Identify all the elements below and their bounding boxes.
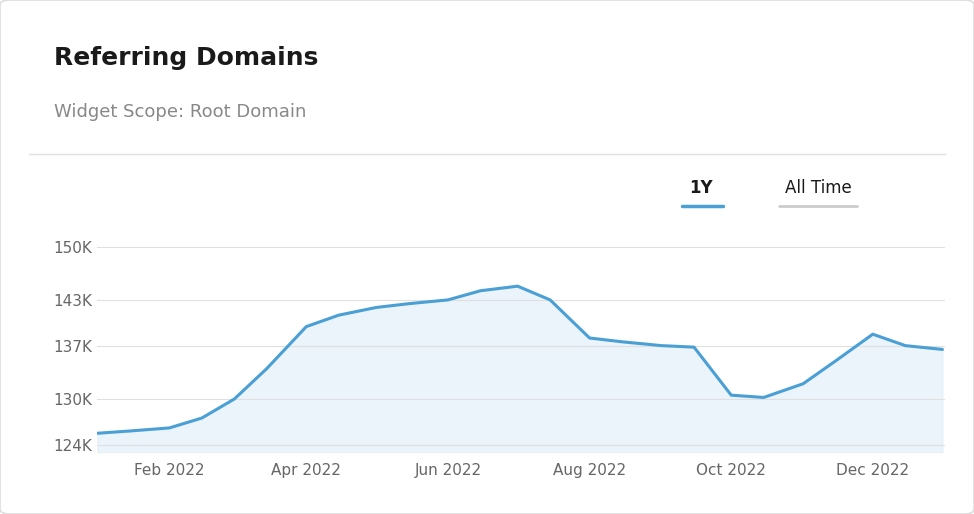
Text: Widget Scope: Root Domain: Widget Scope: Root Domain (54, 103, 306, 121)
Text: Referring Domains: Referring Domains (54, 46, 318, 70)
Text: All Time: All Time (785, 178, 851, 197)
Text: 1Y: 1Y (690, 178, 713, 197)
